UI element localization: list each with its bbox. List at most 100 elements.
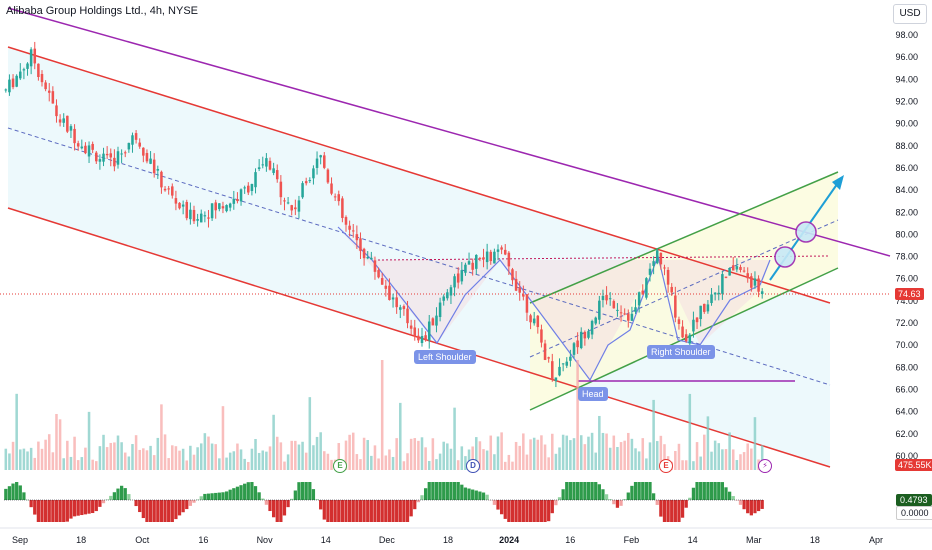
volume-bar [605,433,608,470]
candle-body [489,251,493,262]
volume-bar [283,461,286,470]
candle-body [44,82,47,90]
candle-body [435,315,438,326]
candle-body [706,304,710,312]
candle-body [351,230,355,232]
oscillator-bar [452,482,457,500]
oscillator-bar [456,482,460,500]
oscillator-bar [391,500,395,522]
oscillator-bar [749,500,753,516]
oscillator-bar [717,482,721,500]
volume-bar [290,440,293,470]
candle-body [142,147,145,156]
volume-bar [51,452,55,470]
oscillator-bar [282,500,287,516]
volume-bar [199,443,203,470]
lightning-icon[interactable]: ⚡ [758,459,772,473]
candle-body [692,319,695,332]
oscillator-bar [91,500,95,514]
volume-bar [663,444,666,470]
oscillator-bar [185,500,189,510]
volume-bar [677,443,681,470]
oscillator-bar [695,482,699,500]
oscillator-bar [214,492,218,500]
volume-bar [275,436,279,470]
oscillator-bar [54,500,59,522]
candle-body [391,297,395,300]
oscillator-bar [724,487,728,500]
earnings-marker-2[interactable]: E [659,459,673,473]
last-price-tag: 74.63 [895,288,924,300]
y-tick-label: 84.00 [895,185,918,195]
candle-body [69,126,73,131]
x-tick-label: 18 [443,535,453,545]
candle-body [384,285,388,289]
volume-tag: 475.55K [895,459,932,471]
candle-body [171,186,174,196]
oscillator-bar [720,482,725,500]
candle-body [268,160,272,170]
candle-body [713,292,717,295]
candle-body [22,69,26,71]
candle-body [250,183,254,192]
oscillator-bar [246,482,250,500]
candle-body [525,294,529,313]
y-tick-label: 88.00 [895,141,918,151]
candle-body [442,296,445,301]
volume-bar [684,460,688,470]
earnings-marker[interactable]: E [333,459,347,473]
oscillator-bar [438,482,442,500]
oscillator-bar [550,500,554,514]
oscillator-value-tag: 0.4793 [896,494,932,506]
volume-bar [362,437,366,470]
oscillator-bar [268,500,272,512]
candle-body [370,257,373,260]
candle-body [308,180,312,182]
volume-bar [503,461,507,470]
oscillator-bar [467,488,471,500]
volume-bar [576,360,579,470]
candle-body [590,320,594,335]
candle-body [290,205,293,211]
currency-button[interactable]: USD [893,4,927,24]
volume-bar [19,449,22,470]
oscillator-bar [228,489,232,500]
volume-bar [641,438,645,470]
volume-bar [598,415,601,470]
oscillator-bar [471,489,475,500]
oscillator-bar [239,485,243,500]
volume-bar [456,460,460,470]
oscillator-bar [641,482,645,500]
oscillator-bar [543,500,547,522]
oscillator-bar [210,493,214,500]
oscillator-bar [7,486,12,500]
oscillator-bar [619,500,623,506]
candle-body [337,194,341,202]
volume-bar [123,452,127,470]
volume-bar [196,447,199,470]
oscillator-bar [232,488,236,500]
candle-body [543,343,547,360]
oscillator-bar [608,499,612,500]
candle-body [674,295,677,318]
candle-body [634,307,637,312]
oscillator-bar [347,500,352,522]
candle-body [670,286,673,293]
red-channel-upper [7,46,831,304]
candle-body [120,153,123,155]
volume-bar [87,411,91,470]
candle-body [460,270,464,282]
volume-bar [62,458,65,470]
candle-body [8,79,11,93]
candle-body [753,278,757,286]
oscillator-bar [673,500,677,522]
oscillator-bar [387,500,392,522]
oscillator-bar [510,500,515,522]
volume-bar [326,453,330,470]
volume-bar [547,457,550,470]
dividend-marker[interactable]: D [466,459,480,473]
volume-bar [163,434,167,470]
candle-body [467,261,471,265]
oscillator-bar [691,487,696,500]
